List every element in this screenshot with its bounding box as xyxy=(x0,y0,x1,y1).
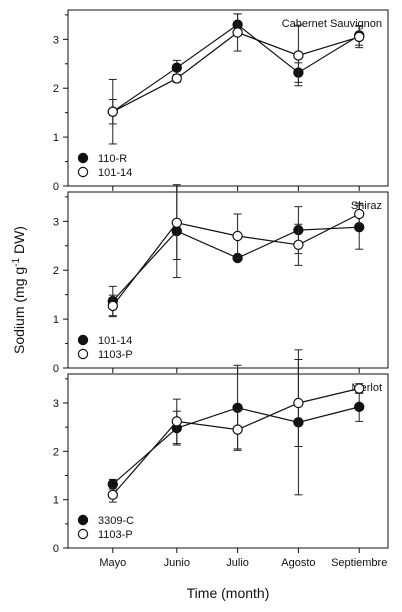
series-3309-C xyxy=(107,349,365,496)
y-tick-label: 1 xyxy=(53,495,59,507)
data-point-open xyxy=(171,217,182,228)
legend-label: 1103-P xyxy=(98,349,133,361)
y-axis-label: Sodium (mg g-1 DW) xyxy=(11,226,28,354)
legend-marker xyxy=(77,348,89,360)
data-point-filled xyxy=(354,401,365,413)
legend-marker xyxy=(77,152,89,164)
y-tick-label: 1 xyxy=(53,314,59,326)
data-point-open xyxy=(107,300,119,312)
data-point-open xyxy=(354,383,365,394)
data-point-open xyxy=(232,230,243,242)
series-101-14 xyxy=(107,184,365,317)
legend-label: 110-R xyxy=(98,153,127,165)
legend-label: 101-14 xyxy=(98,167,132,179)
legend-marker xyxy=(77,166,89,178)
data-point-open xyxy=(171,416,182,427)
y-tick-label: 3 xyxy=(53,34,59,46)
x-tick-label: Mayo xyxy=(99,557,126,569)
data-point-open xyxy=(354,208,365,220)
plot-frame xyxy=(67,191,389,369)
x-tick-label: Julio xyxy=(226,557,249,569)
data-point-open xyxy=(107,106,119,117)
data-point-open xyxy=(293,239,304,250)
x-tick-label: Junio xyxy=(164,557,190,569)
data-point-open xyxy=(232,424,243,435)
plot-frame xyxy=(67,373,389,549)
panel-2: 0 1 2 3 Shiraz 101-14 1103-P xyxy=(53,184,389,375)
legend-marker xyxy=(77,514,89,526)
series-line xyxy=(112,406,360,485)
legend-marker xyxy=(77,528,89,540)
y-tick-label: 1 xyxy=(53,132,59,144)
data-point-open xyxy=(107,489,119,501)
y-tick-label: 0 xyxy=(53,363,59,375)
data-point-open xyxy=(171,73,182,84)
legend: 3309-C 1103-P xyxy=(77,514,134,541)
series-1103-P xyxy=(107,359,365,503)
series-line xyxy=(112,23,360,113)
data-point-open xyxy=(354,31,365,43)
y-tick-label: 0 xyxy=(53,543,59,555)
y-tick-label: 0 xyxy=(53,181,59,193)
series-1103-P xyxy=(107,185,365,318)
x-tick-label: Septiembre xyxy=(331,557,387,569)
data-point-filled xyxy=(171,62,182,73)
y-tick-label: 2 xyxy=(53,83,59,95)
panel-title: Shiraz xyxy=(351,200,382,212)
legend-label: 3309-C xyxy=(98,515,134,527)
x-tick-label: Agosto xyxy=(281,557,315,569)
series-101-14 xyxy=(107,13,365,145)
legend: 101-14 1103-P xyxy=(77,334,133,361)
panel-title: Cabernet Sauvignon xyxy=(282,18,382,30)
data-point-open xyxy=(293,397,304,409)
data-point-open xyxy=(232,27,243,38)
y-tick-label: 3 xyxy=(53,398,59,410)
x-axis-label: Time (month) xyxy=(187,585,270,601)
data-point-open xyxy=(293,50,304,61)
plot-frame xyxy=(67,9,389,187)
legend-label: 101-14 xyxy=(98,335,132,347)
legend-label: 1103-P xyxy=(98,529,133,541)
y-tick-label: 3 xyxy=(53,216,59,228)
panel-1: 0 1 2 3 Cabernet Sauvignon 110-R 101-14 xyxy=(53,9,389,193)
legend-marker xyxy=(77,334,89,346)
legend: 110-R 101-14 xyxy=(77,152,132,179)
y-tick-label: 2 xyxy=(53,265,59,277)
series-line xyxy=(112,31,360,113)
y-tick-label: 2 xyxy=(53,446,59,458)
